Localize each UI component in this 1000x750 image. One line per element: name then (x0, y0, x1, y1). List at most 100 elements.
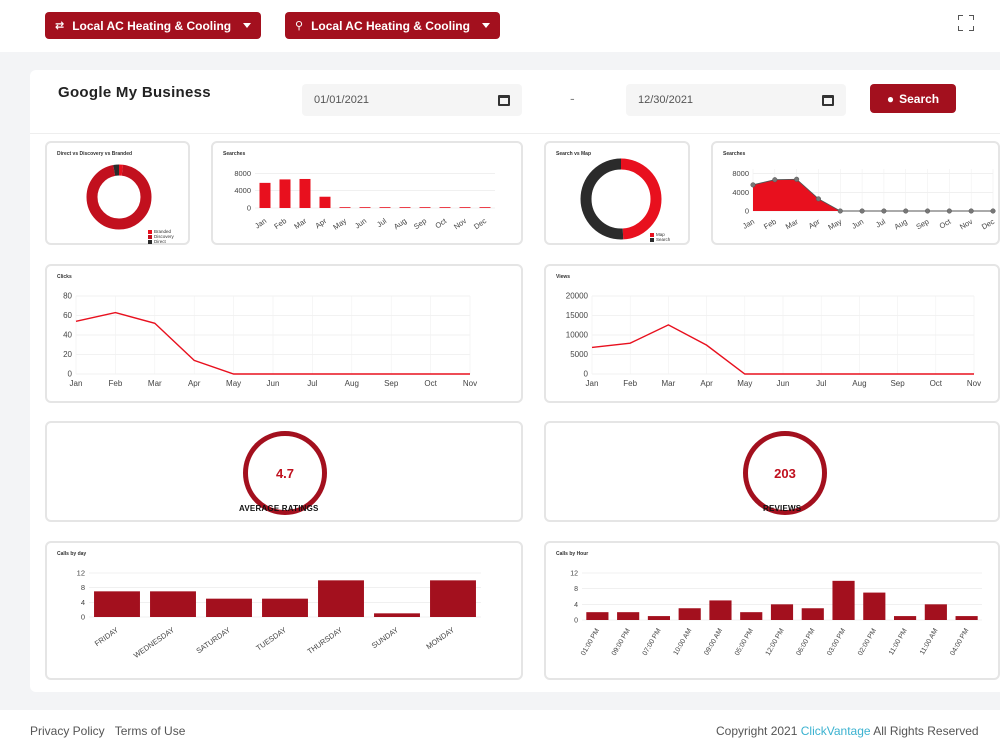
location-label: Local AC Heating & Cooling (72, 18, 232, 33)
searches-area-card: Searches 8000 4000 0 Jan Feb Mar Apr May Jun Jul A… (711, 141, 1000, 245)
rating-value: 4.7 (275, 465, 295, 481)
x-tick-label: 09:00 AM (703, 627, 724, 656)
x-tick-label: Jun (353, 216, 368, 230)
bar (430, 580, 476, 617)
bar (399, 207, 411, 208)
x-tick-label: Jan (253, 216, 268, 230)
reviews-ring: 203 (743, 431, 827, 515)
calendar-icon[interactable] (822, 94, 834, 106)
data-point (750, 182, 756, 188)
bar (379, 207, 391, 208)
brand-link[interactable]: ClickVantage (800, 724, 871, 738)
calendar-icon[interactable] (498, 94, 510, 106)
x-tick-label: Jul (307, 379, 317, 388)
x-tick-label: THURSDAY (306, 625, 345, 656)
chevron-down-icon (243, 23, 252, 28)
bar (374, 613, 420, 617)
bar (206, 598, 252, 617)
x-tick-label: Feb (109, 379, 123, 388)
data-point (859, 208, 865, 214)
fullscreen-icon[interactable] (958, 15, 974, 31)
y-tick-label: 10000 (566, 331, 589, 340)
reviews-value: 203 (774, 465, 796, 481)
y-tick-label: 4 (81, 598, 85, 607)
x-tick-label: 03:00 PM (826, 627, 847, 657)
x-tick-label: Dec (980, 217, 996, 232)
chart-title: Calls by Hour (556, 551, 589, 557)
x-tick-label: Apr (807, 217, 822, 231)
x-tick-label: WEDNESDAY (132, 625, 176, 660)
terms-of-use-link[interactable]: Terms of Use (114, 724, 186, 738)
y-tick-label: 0 (247, 204, 251, 213)
x-tick-label: Jun (777, 379, 790, 388)
chart-title: Views (556, 274, 571, 280)
end-date-input[interactable]: 12/30/2021 (626, 84, 846, 116)
y-tick-label: 0 (81, 613, 85, 622)
business-select-button[interactable]: ⚲ Local AC Heating & Cooling (285, 12, 500, 39)
data-point (815, 196, 822, 202)
chart-title: Clicks (57, 274, 72, 280)
x-tick-label: 10:00 AM (673, 627, 694, 656)
x-tick-label: MONDAY (424, 625, 456, 651)
data-point (903, 208, 909, 214)
bar (259, 182, 271, 208)
search-button[interactable]: ● Search (870, 84, 956, 113)
x-tick-label: Mar (662, 379, 676, 388)
legend-label: Map (656, 232, 665, 237)
x-tick-label: Apr (700, 379, 713, 388)
x-tick-label: 11:00 AM (919, 627, 940, 656)
chart-title: Direct vs Discovery vs Branded (57, 151, 133, 157)
x-tick-label: Mar (148, 379, 162, 388)
x-tick-label: 09:00 PM (611, 627, 632, 657)
area-fill (753, 179, 993, 211)
x-tick-label: 06:00 PM (795, 627, 816, 657)
x-tick-label: Sep (384, 379, 399, 388)
bar (832, 580, 855, 620)
x-tick-label: Feb (623, 379, 637, 388)
chart-title: Searches (223, 151, 246, 157)
legend-item: Map (650, 232, 670, 237)
donut-slice (86, 164, 152, 230)
page-title: Google My Business (58, 84, 211, 101)
x-tick-label: SATURDAY (194, 625, 232, 655)
x-tick-label: Jan (741, 217, 756, 231)
y-tick-label: 4000 (234, 186, 251, 195)
copyright: Copyright 2021 ClickVantage All Rights R… (716, 724, 979, 738)
y-tick-label: 8 (81, 583, 85, 592)
x-tick-label: Nov (958, 217, 974, 232)
x-tick-label: Oct (938, 216, 953, 230)
data-point (968, 208, 974, 214)
x-tick-label: Mar (292, 216, 308, 231)
location-select-button[interactable]: ⇄ Local AC Heating & Cooling (45, 12, 262, 39)
y-tick-label: 12 (570, 571, 578, 578)
bar (801, 608, 824, 620)
map-pin-icon: ⚲ (295, 20, 304, 32)
y-tick-label: 60 (63, 311, 72, 320)
data-point (946, 208, 952, 214)
x-tick-label: Jul (874, 217, 887, 230)
footer: Privacy Policy Terms of Use Copyright 20… (0, 710, 1000, 750)
bar (439, 207, 451, 208)
average-ratings-card: 4.7 AVERAGE RATINGS (45, 421, 523, 522)
x-tick-label: Sep (914, 217, 930, 231)
y-tick-label: 12 (77, 569, 85, 578)
privacy-policy-link[interactable]: Privacy Policy (30, 724, 105, 738)
x-tick-label: Nov (452, 216, 468, 231)
y-tick-label: 0 (574, 618, 578, 625)
bar (740, 612, 763, 620)
business-label: Local AC Heating & Cooling (311, 18, 470, 33)
start-date-input[interactable]: 01/01/2021 (302, 84, 522, 116)
bar (359, 207, 371, 208)
bar (894, 616, 917, 620)
x-tick-label: May (737, 379, 752, 388)
x-tick-label: Feb (762, 217, 778, 231)
chevron-down-icon (481, 23, 490, 28)
x-tick-label: Nov (463, 379, 477, 388)
y-tick-label: 20 (63, 350, 72, 359)
x-tick-label: Oct (433, 216, 448, 231)
views-card: Views 20000 15000 10000 5000 0 Jan Feb Mar Apr Ma… (544, 264, 1000, 403)
bar (678, 608, 701, 620)
donut-slice (580, 158, 662, 240)
end-date-value: 12/30/2021 (638, 94, 694, 106)
